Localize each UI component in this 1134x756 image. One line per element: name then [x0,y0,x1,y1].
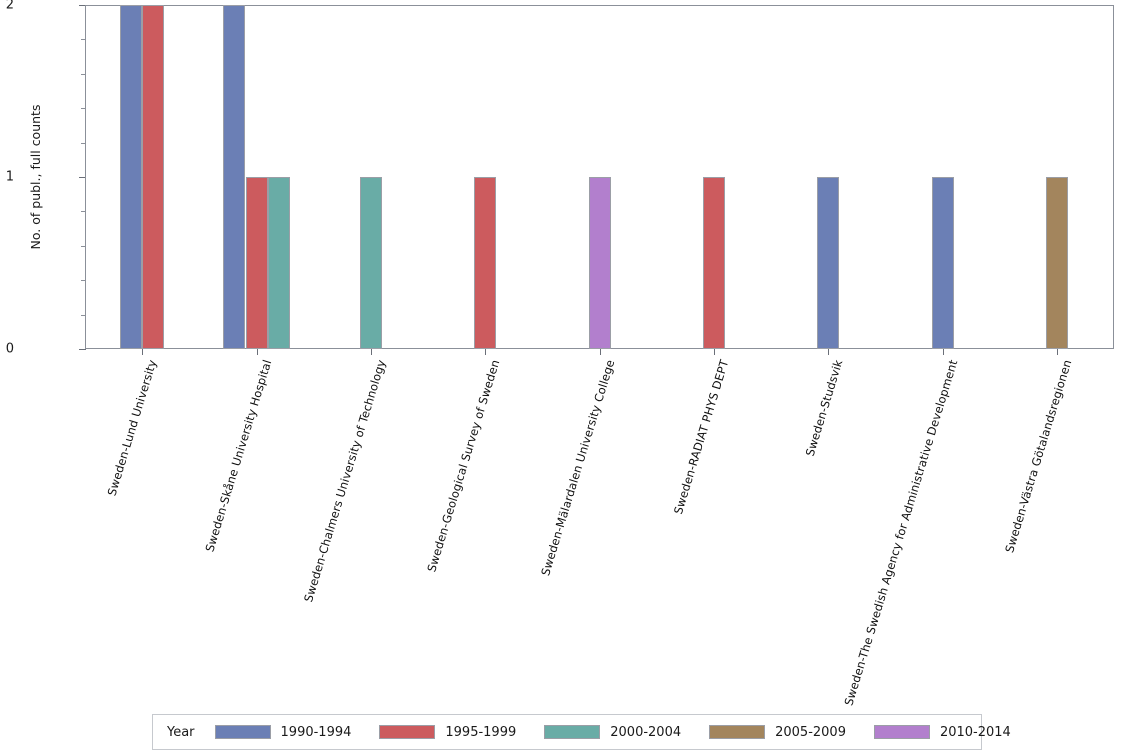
x-tick-mark [485,349,487,355]
x-tick-mark [828,349,830,355]
legend-color-swatch [544,725,601,739]
x-tick-mark [142,349,144,355]
bar [1045,177,1068,349]
bar [359,177,382,349]
bar [268,177,290,349]
y-tick-minor [81,280,86,282]
bar [931,177,954,349]
x-tick-label: Sweden-The Swedish Agency for Administra… [840,358,960,708]
x-tick-mark [370,349,372,355]
y-tick-label: 2 [5,0,14,13]
y-tick-mark [79,177,86,178]
chart-legend: Year 1990-1994 1995-1999 2000-2004 2005-200… [152,714,1011,750]
y-tick-minor [81,211,86,213]
x-tick-mark [256,349,258,355]
x-tick-mark [1056,349,1058,355]
x-tick-label: Sweden-Geological Survey of Sweden [424,358,503,574]
legend-item[interactable]: 2010-2014 [873,724,1011,740]
legend-color-swatch [873,725,930,739]
y-tick-mark [79,349,86,350]
legend-color-swatch [379,725,436,739]
legend-item-label: 2000-2004 [610,724,682,740]
x-tick-mark [942,349,944,355]
y-tick-label: 0 [5,341,14,357]
legend-color-swatch [214,725,271,739]
legend-entries: 1990-1994 1995-1999 2000-2004 2005-2009 2010… [214,724,1039,740]
x-tick-label: Sweden-Lund University [104,358,160,498]
bar [245,177,268,349]
y-axis-label: No. of publ., full counts [28,104,43,250]
x-tick-mark [713,349,715,355]
y-tick-minor [81,73,86,75]
bar [702,177,725,349]
y-tick-mark [79,5,86,6]
legend-item[interactable]: 1995-1999 [379,725,516,740]
x-tick-label: Sweden-Mälardalen University College [537,358,617,578]
x-tick-mark [599,349,601,355]
legend-item-label: 2010-2014 [939,724,1011,740]
bar [119,5,142,349]
y-tick-minor [81,245,86,247]
y-tick-minor [81,108,86,110]
bar [817,177,840,349]
y-tick-label: 1 [5,169,14,185]
legend-item-label: 1990-1994 [280,724,352,740]
legend-item-label: 2005-2009 [775,724,846,740]
bars-layer [85,5,1114,349]
y-tick-minor [81,314,86,316]
y-tick-minor [81,142,86,144]
bar [223,5,245,349]
bar [588,177,611,349]
x-tick-label: Sweden-Västra Götalandsregionen [1002,358,1075,555]
legend-color-swatch [709,725,766,739]
x-tick-label: Sweden-Studsvik [802,358,846,458]
legend-item[interactable]: 2005-2009 [709,725,846,740]
legend-title: Year [167,724,195,740]
bar [142,5,165,349]
legend-item[interactable]: 1990-1994 [214,724,352,740]
legend-item[interactable]: 2000-2004 [544,725,681,740]
bar [474,177,497,349]
x-tick-label: Sweden-Chalmers University of Technology [300,358,389,604]
x-tick-label: Sweden-Skåne University Hospital [201,358,274,554]
x-tick-label: Sweden-RADIAT PHYS DEPT [670,358,732,516]
legend-item-label: 1995-1999 [445,724,517,740]
y-tick-minor [81,39,86,41]
